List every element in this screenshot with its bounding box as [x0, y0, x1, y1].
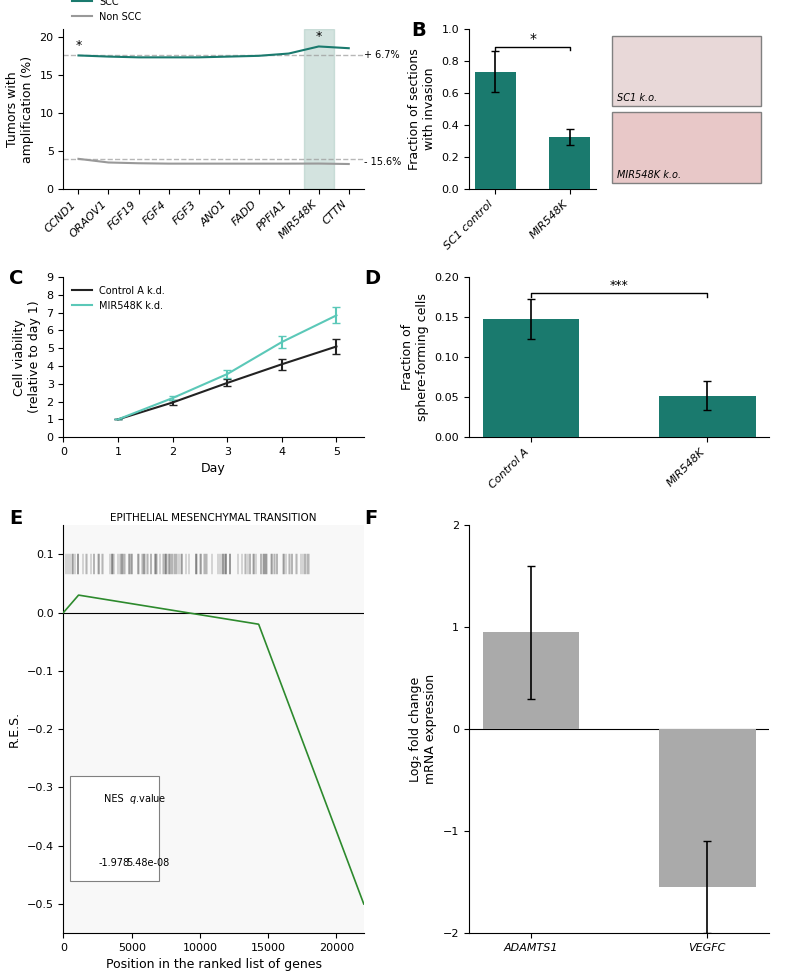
- Y-axis label: R.E.S.: R.E.S.: [8, 712, 21, 747]
- Text: C: C: [10, 269, 24, 288]
- Text: + 6.7%: + 6.7%: [364, 50, 400, 59]
- Bar: [475, 72, 515, 190]
- X-axis label: Position in the ranked list of genes: Position in the ranked list of genes: [105, 958, 322, 971]
- Bar: [659, 729, 756, 887]
- Text: *: *: [75, 39, 82, 52]
- Text: NES: NES: [104, 794, 124, 804]
- Text: E: E: [10, 508, 23, 528]
- Text: *: *: [529, 32, 536, 46]
- Text: SC1 k.o.: SC1 k.o.: [617, 92, 657, 103]
- Title: EPITHELIAL MESENCHYMAL TRANSITION: EPITHELIAL MESENCHYMAL TRANSITION: [110, 513, 317, 523]
- Y-axis label: Fraction of sections
with invasion: Fraction of sections with invasion: [408, 49, 436, 170]
- Legend: Most frequently amplified, SCC, Non SCC: Most frequently amplified, SCC, Non SCC: [68, 0, 228, 25]
- Y-axis label: Cell viability
(relative to day 1): Cell viability (relative to day 1): [13, 300, 41, 413]
- X-axis label: Day: Day: [201, 463, 226, 475]
- Legend: Control A k.d., MIR548K k.d.: Control A k.d., MIR548K k.d.: [68, 282, 169, 315]
- Bar: [71, 776, 159, 881]
- Bar: [482, 319, 580, 437]
- Text: F: F: [364, 508, 377, 528]
- Text: *: *: [316, 30, 322, 44]
- Y-axis label: Log₂ fold change
mRNA expression: Log₂ fold change mRNA expression: [409, 674, 437, 784]
- Bar: [550, 137, 591, 190]
- Bar: [304, 29, 334, 190]
- Y-axis label: Tumors with
amplification (%): Tumors with amplification (%): [6, 55, 34, 162]
- Text: B: B: [412, 21, 427, 40]
- Text: -1.978: -1.978: [98, 858, 129, 868]
- Text: ***: ***: [610, 279, 628, 293]
- Bar: [659, 396, 756, 437]
- Y-axis label: Fraction of
sphere-forming cells: Fraction of sphere-forming cells: [400, 294, 429, 421]
- Text: MIR548K k.o.: MIR548K k.o.: [617, 169, 681, 180]
- Text: $q$.value: $q$.value: [129, 792, 167, 806]
- Bar: [482, 632, 580, 729]
- Text: 5.48e-08: 5.48e-08: [126, 858, 170, 868]
- Text: - 15.6%: - 15.6%: [364, 156, 401, 167]
- Bar: [612, 36, 761, 106]
- Bar: [612, 113, 761, 183]
- Text: D: D: [364, 269, 380, 288]
